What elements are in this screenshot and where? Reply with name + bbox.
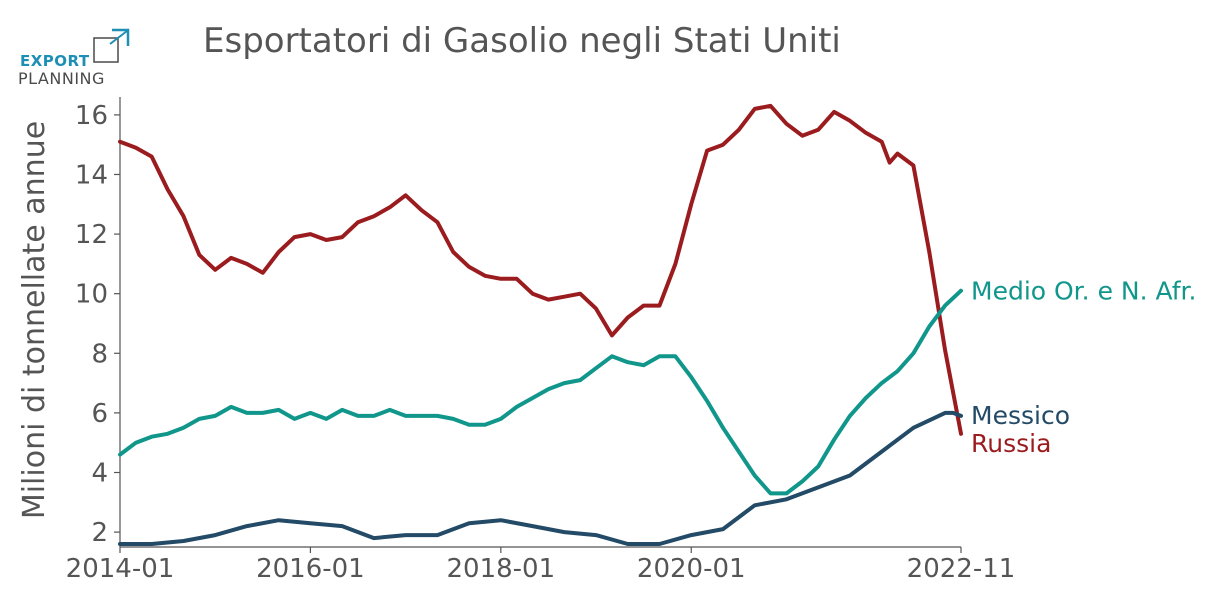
- y-tick-label: 8: [91, 339, 108, 369]
- x-tick-label: 2016-01: [256, 554, 365, 584]
- series-label-russia: Russia: [971, 429, 1051, 458]
- y-tick-label: 10: [75, 280, 108, 310]
- y-tick-label: 4: [91, 458, 108, 488]
- series-label-medio-or-e-n-afr: Medio Or. e N. Afr.: [971, 277, 1196, 306]
- series-line-messico: [118, 410, 963, 546]
- x-tick-label: 2018-01: [447, 554, 556, 584]
- y-tick-label: 12: [75, 220, 108, 250]
- export-planning-logo: EXPORT PLANNING: [18, 28, 130, 88]
- series-lines: [118, 103, 963, 546]
- series-labels: Russia Medio Or. e N. Afr. Messico: [971, 277, 1196, 458]
- x-tick-label: 2020-01: [637, 554, 746, 584]
- series-line-russia: [118, 103, 963, 436]
- logo-text-planning: PLANNING: [18, 69, 105, 88]
- logo-squares-icon: [93, 28, 130, 63]
- series-line-medio-or-e-n-afr: [118, 288, 963, 496]
- y-tick-label: 16: [75, 101, 108, 131]
- x-tick-label: 2014-01: [66, 554, 175, 584]
- x-tick-label: 2022-11: [907, 554, 1016, 584]
- logo-text-export: EXPORT: [20, 52, 90, 70]
- y-axis-title: Milioni di tonnellate annue: [17, 121, 52, 519]
- y-tick-label: 6: [91, 399, 108, 429]
- y-tick-label: 14: [75, 160, 108, 190]
- x-ticks: 2014-01 2016-01 2018-01 2020-01 2022-11: [66, 547, 1016, 584]
- y-ticks: 2 4 6 8 10 12 14 16: [75, 101, 120, 548]
- chart-title: Esportatori di Gasolio negli Stati Uniti: [203, 21, 841, 61]
- y-tick-label: 2: [91, 518, 108, 548]
- series-label-messico: Messico: [971, 401, 1070, 430]
